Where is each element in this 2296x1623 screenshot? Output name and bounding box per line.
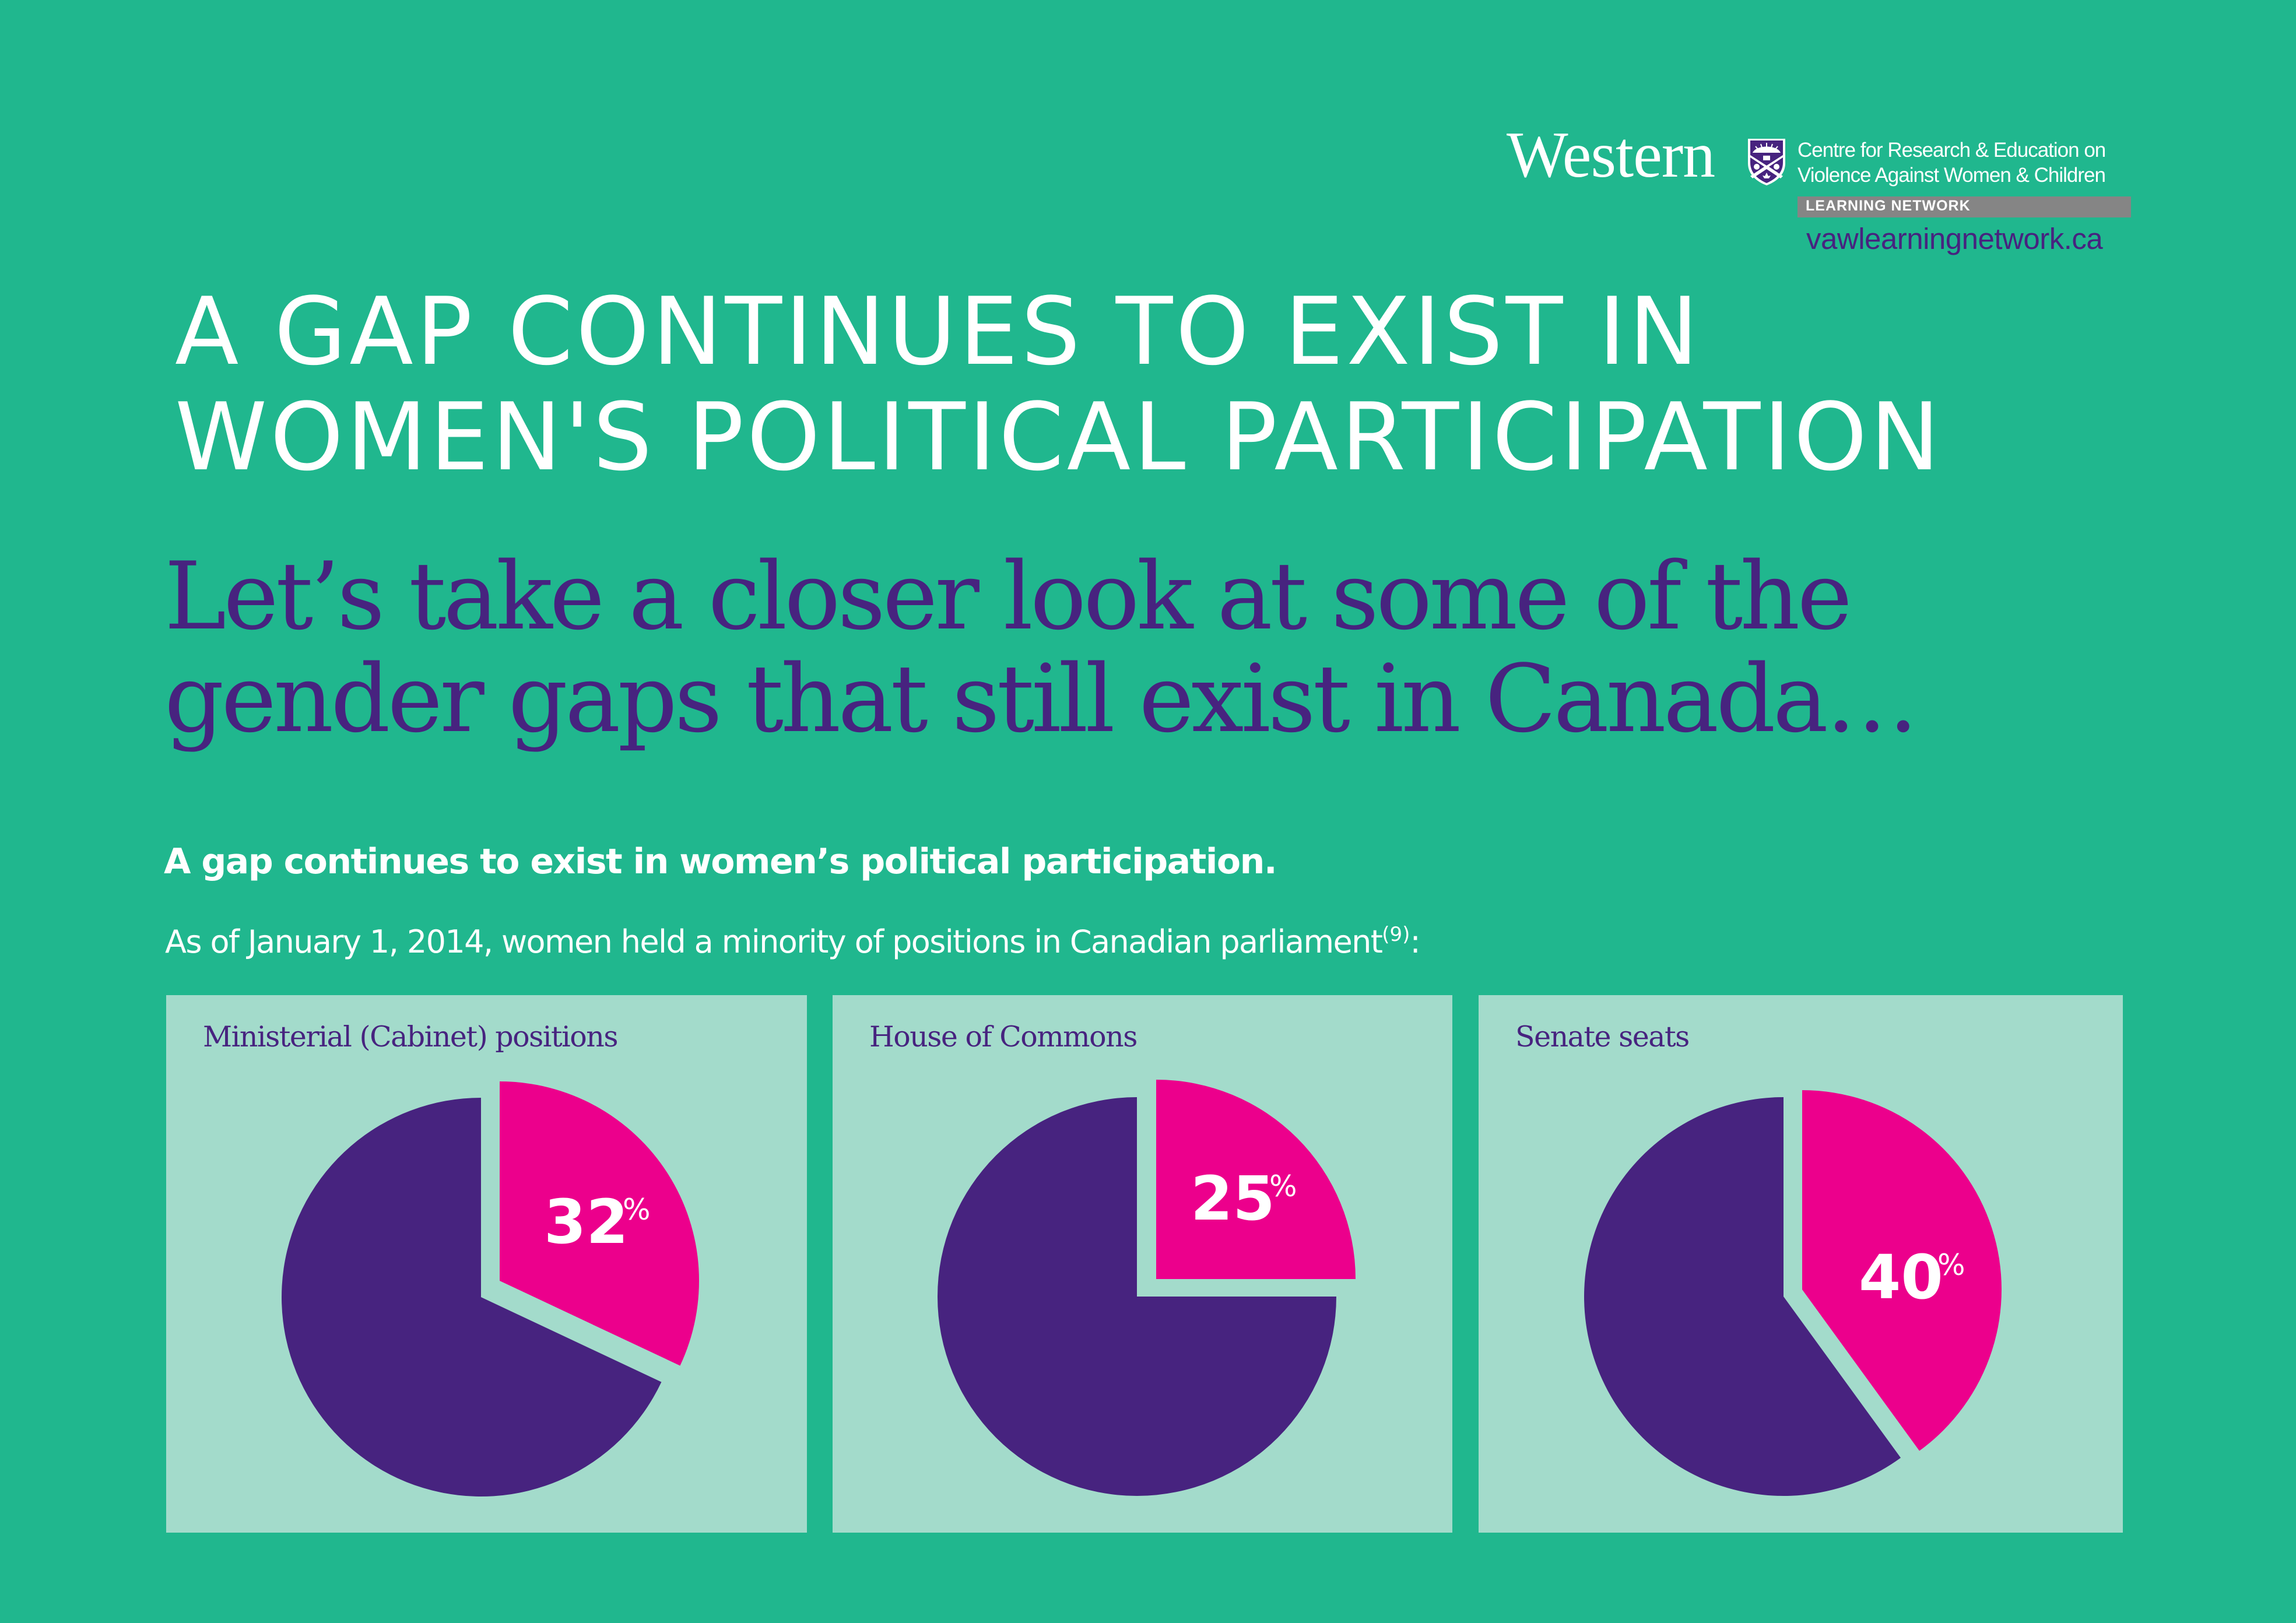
university-crest-icon [1748, 139, 1785, 185]
subtitle-line2: gender gaps that still exist in Canada… [164, 644, 1919, 753]
centre-name-line2: Violence Against Women & Children [1798, 164, 2106, 187]
learning-network-label: LEARNING NETWORK [1806, 198, 1971, 214]
pie-data-label: 40 [1859, 1242, 1943, 1313]
pie-chart-house-of-commons: 25% [938, 1080, 1356, 1496]
chart-title: House of Commons [869, 1020, 1138, 1053]
page-title-line1: A GAP CONTINUES TO EXIST IN [175, 277, 1702, 386]
page-title-line2: WOMEN'S POLITICAL PARTICIPATION [175, 382, 1943, 491]
pie-data-label-unit: % [623, 1193, 651, 1227]
pie-data-label: 32 [544, 1186, 629, 1257]
website-link[interactable]: vawlearningnetwork.ca [1806, 222, 2103, 255]
pie-slice-other [938, 1097, 1336, 1496]
pie-slice-other [282, 1098, 662, 1496]
pie-data-label-unit: % [1269, 1169, 1297, 1203]
western-wordmark: Western [1507, 119, 1715, 191]
section-lead: A gap continues to exist in women’s poli… [164, 841, 1277, 882]
pie-slice-other [1584, 1097, 1901, 1496]
chart-title: Senate seats [1515, 1020, 1690, 1053]
pie-slice-women [500, 1081, 699, 1366]
note-colon: : [1410, 923, 1420, 960]
section-note: As of January 1, 2014, women held a mino… [165, 923, 1421, 960]
pie-data-label-unit: % [1937, 1248, 1965, 1282]
chart-panel-ministerial: Ministerial (Cabinet) positions 32% [166, 995, 807, 1533]
pie-chart-senate: 40% [1584, 1090, 2002, 1496]
chart-title: Ministerial (Cabinet) positions [203, 1020, 619, 1053]
pie-slice-women [1156, 1080, 1356, 1279]
pie-data-label: 25 [1191, 1163, 1275, 1234]
learning-network-bar [1798, 196, 2131, 217]
chart-panel-house-of-commons: House of Commons 25% [833, 995, 1452, 1533]
chart-panel-senate: Senate seats 40% [1479, 995, 2123, 1533]
note-reference: (9) [1382, 923, 1410, 946]
pie-chart-ministerial: 32% [282, 1081, 699, 1496]
centre-name-line1: Centre for Research & Education on [1798, 139, 2106, 161]
note-text: As of January 1, 2014, women held a mino… [165, 923, 1383, 960]
subtitle-line1: Let’s take a closer look at some of the [164, 542, 1852, 651]
pie-slice-women [1802, 1090, 2002, 1451]
